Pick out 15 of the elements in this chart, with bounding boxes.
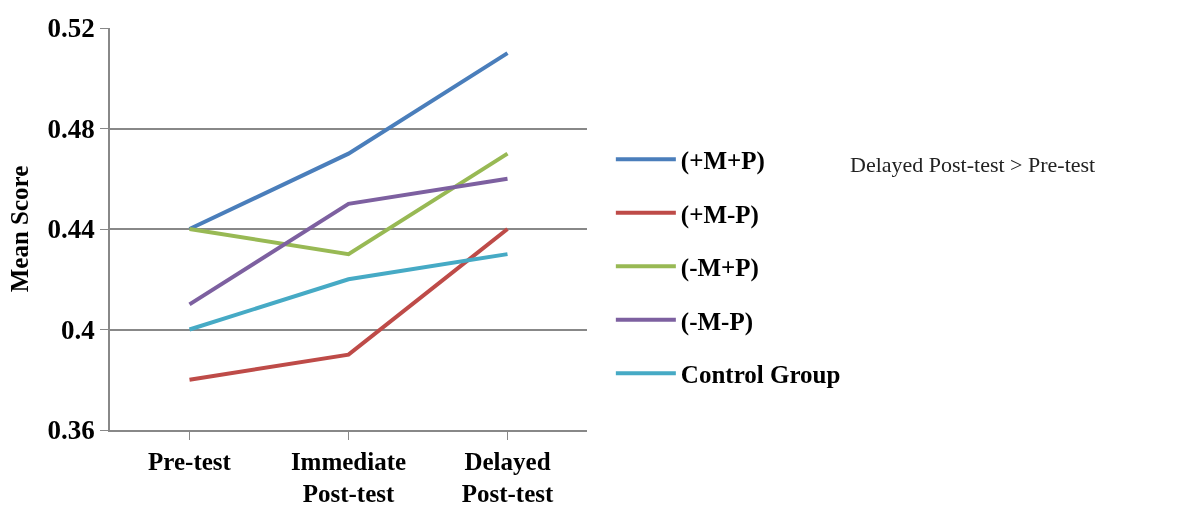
legend-label: (-M-P) [680, 307, 754, 336]
y-tick-label: 0.36 [47, 415, 95, 446]
y-tick-label: 0.4 [61, 314, 95, 345]
legend-label: (+M+P) [680, 147, 765, 176]
y-tick-label: 0.48 [47, 113, 95, 144]
y-tick-label: 0.44 [47, 214, 95, 245]
legend-label: Control Group [680, 361, 841, 389]
y-tick-label: 0.52 [47, 13, 95, 44]
y-axis-title: Mean Score [5, 165, 33, 293]
x-tick-label: Pre-test [148, 447, 232, 475]
legend-label: (+M-P) [680, 200, 759, 229]
x-tick-label: Delayed Post-test [461, 447, 554, 508]
x-tick-label: Immediate Post-test [290, 447, 407, 508]
legend-label: (-M+P) [680, 254, 759, 283]
text: Delayed Post-test > Pre-test [850, 152, 1096, 177]
